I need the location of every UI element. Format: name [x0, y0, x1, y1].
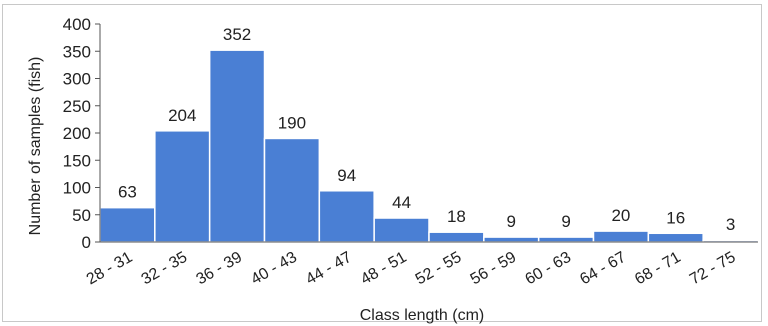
bar-0	[99, 206, 156, 243]
data-label-4: 94	[337, 166, 356, 185]
bar-2	[208, 49, 266, 243]
y-tick-label-5: 250	[63, 97, 91, 116]
x-tick-label-1: 32 - 35	[139, 249, 191, 289]
bar-5	[373, 217, 430, 243]
y-tick-label-4: 200	[63, 124, 91, 143]
data-label-6: 18	[447, 207, 466, 226]
bar-7	[483, 236, 540, 243]
y-tick-label-2: 100	[63, 179, 91, 198]
data-label-7: 9	[507, 212, 516, 231]
x-tick-label-3: 40 - 43	[248, 249, 300, 289]
data-label-5: 44	[392, 193, 411, 212]
x-tick-label-4: 44 - 47	[303, 249, 355, 289]
x-tick-label-9: 64 - 67	[577, 249, 629, 289]
chart-frame	[2, 4, 762, 322]
data-label-0: 63	[118, 183, 137, 202]
bars-group	[99, 49, 759, 243]
x-ticks-group: 28 - 31 32 - 35 36 - 39 40 - 43 44 - 47 48 - …	[84, 249, 739, 289]
x-tick-label-7: 56 - 59	[468, 249, 520, 289]
data-label-10: 16	[666, 208, 685, 227]
y-tick-label-6: 300	[63, 70, 91, 89]
bar-1	[154, 130, 211, 243]
data-label-9: 20	[611, 206, 630, 225]
bar-8	[537, 236, 595, 243]
x-axis-title: Class length (cm)	[360, 307, 484, 324]
x-tick-label-6: 52 - 55	[413, 249, 465, 289]
data-label-1: 204	[168, 106, 196, 125]
bar-10	[647, 232, 704, 243]
y-tick-label-1: 50	[72, 206, 91, 225]
x-tick-label-0: 28 - 31	[84, 249, 136, 289]
x-tick-label-5: 48 - 51	[358, 249, 410, 289]
data-labels-group: 63 204 352 190 94 44 18 9 9 20 16 3	[118, 25, 735, 234]
bar-9	[592, 230, 650, 243]
y-tick-label-7: 350	[63, 42, 91, 61]
bar-3	[263, 137, 321, 243]
x-tick-label-2: 36 - 39	[193, 249, 245, 289]
bar-4	[318, 190, 375, 243]
y-tick-label-0: 0	[82, 233, 91, 252]
y-ticks-group: 0 50 100 150 200 250 300 350 400	[63, 15, 100, 252]
data-label-3: 190	[278, 113, 306, 132]
x-tick-label-8: 60 - 63	[522, 249, 574, 289]
y-tick-label-8: 400	[63, 15, 91, 34]
y-tick-label-3: 150	[63, 151, 91, 170]
x-tick-label-10: 68 - 71	[632, 249, 684, 289]
bar-6	[428, 231, 485, 243]
data-label-8: 9	[561, 212, 570, 231]
y-axis-title: Number of samples (fish)	[27, 57, 44, 236]
data-label-2: 352	[223, 25, 251, 44]
x-tick-label-11: 72 - 75	[687, 249, 739, 289]
data-label-11: 3	[726, 215, 735, 234]
